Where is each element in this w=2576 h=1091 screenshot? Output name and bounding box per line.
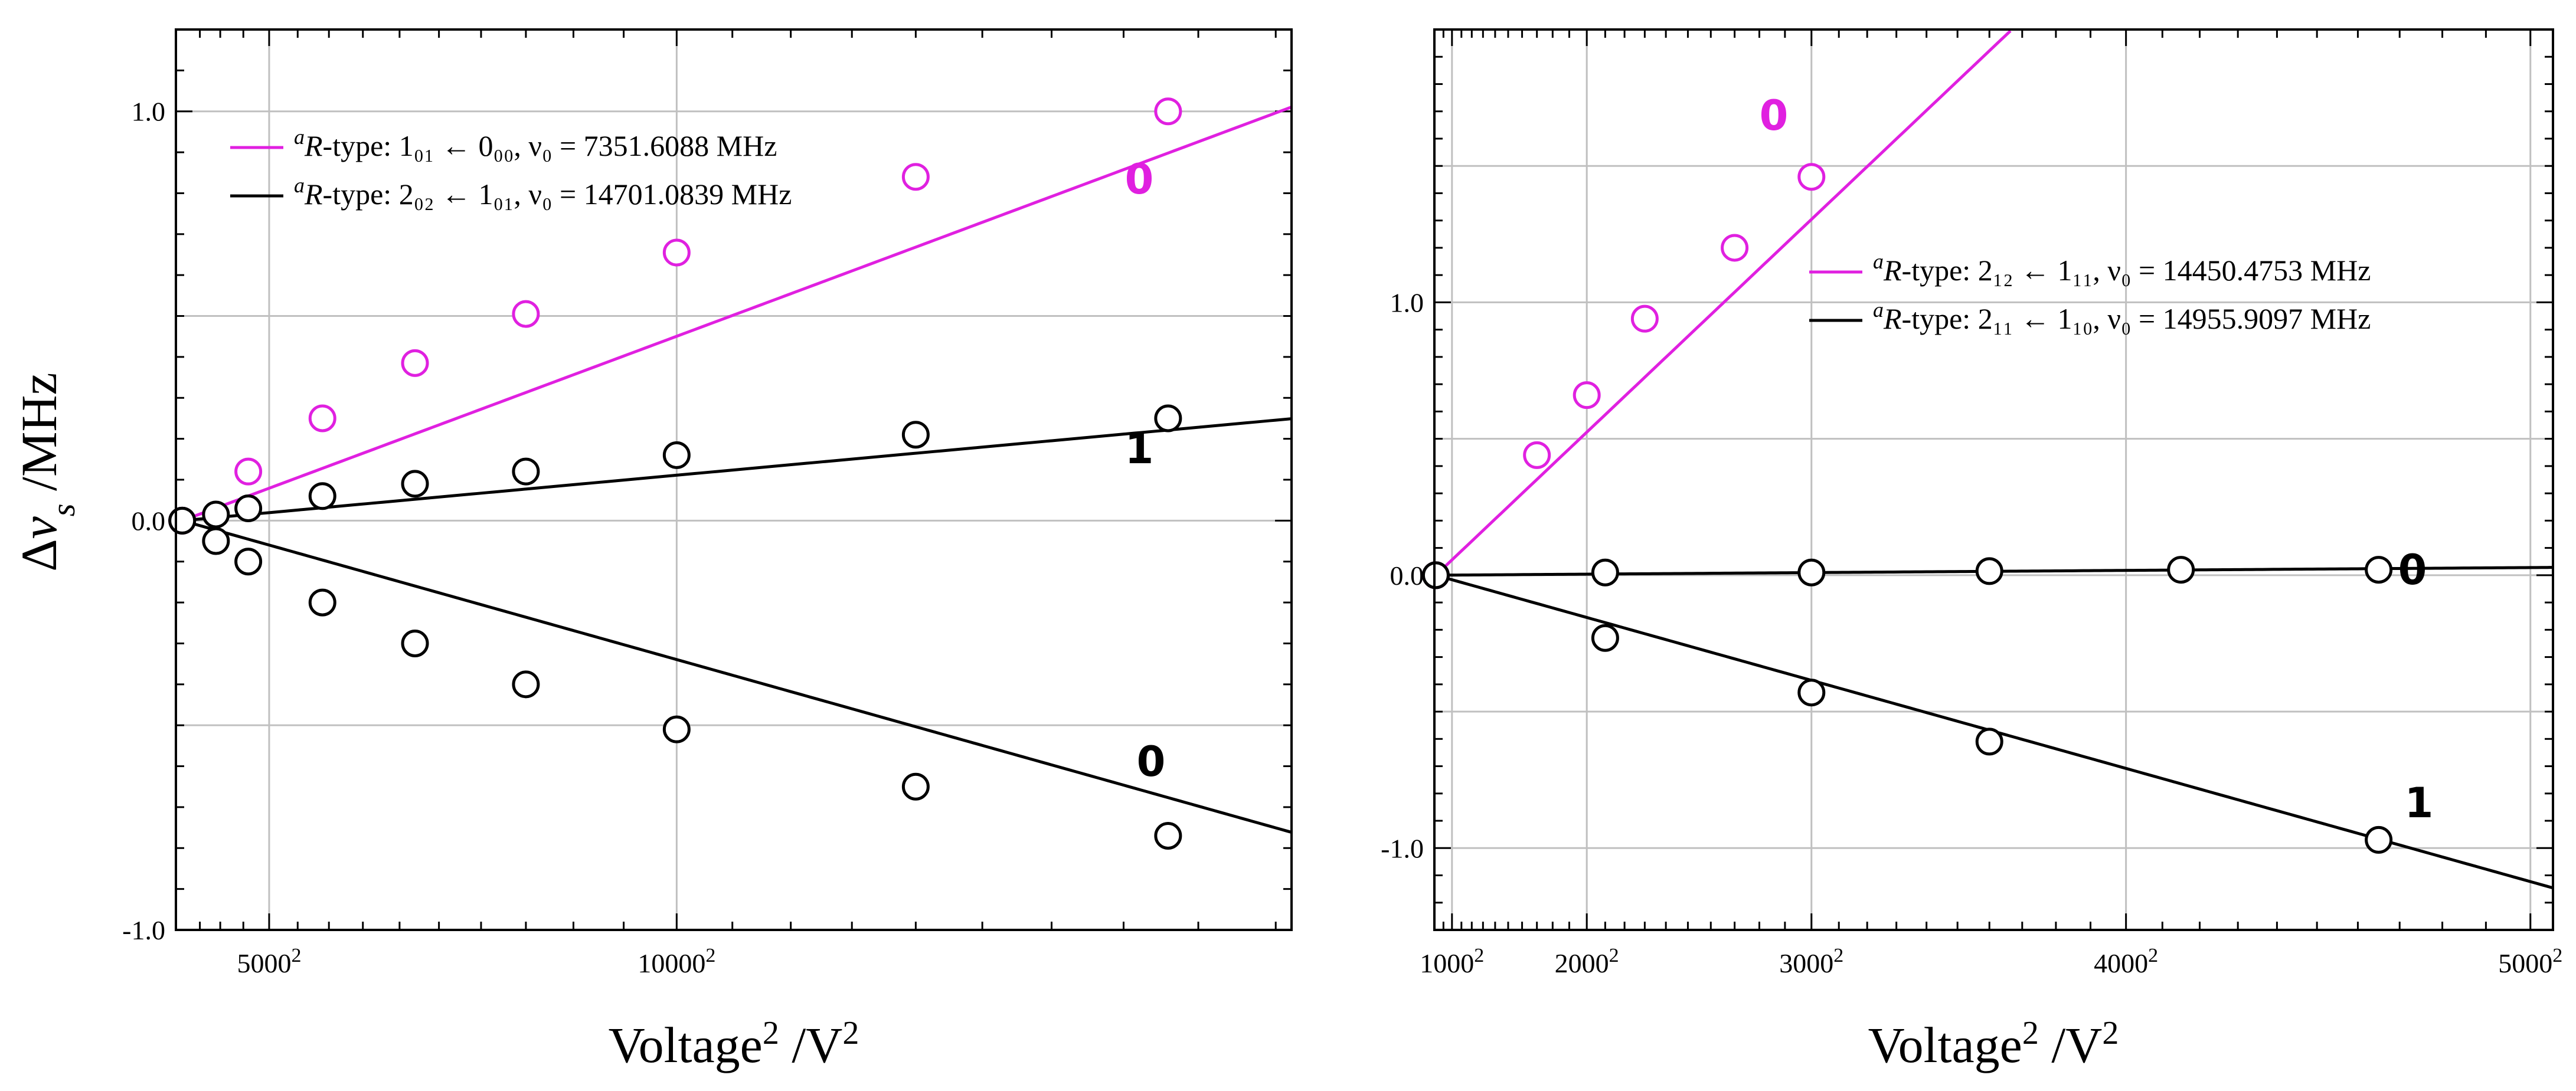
data-point	[1721, 234, 1749, 262]
data-point	[401, 470, 429, 498]
data-point	[1421, 561, 1450, 589]
data-point	[234, 548, 263, 576]
y-tick-label: -1.0	[122, 915, 165, 945]
gridlines	[176, 30, 1292, 931]
x-tick-label: 20002	[1555, 945, 1619, 979]
y-axis-title: Δνs /MHz	[11, 372, 82, 571]
data-point	[234, 457, 263, 486]
legend: aR-type: 2₁₂ ← 1₁₁, ν₀ = 14450.4753 MHz a…	[1809, 250, 2371, 335]
plot-frame	[1433, 28, 2554, 931]
series-1: 0	[1421, 30, 2012, 589]
legend-entry: aR-type: 2₀₂ ← 1₀₁, ν₀ = 14701.0839 MHz	[294, 173, 792, 211]
x-tick-label: 10002	[1420, 945, 1484, 979]
data-point	[2167, 556, 2195, 584]
data-point	[662, 441, 691, 469]
data-point	[1797, 558, 1826, 587]
gridlines	[1434, 30, 2553, 930]
fit-line	[187, 417, 1292, 522]
data-point	[512, 457, 540, 486]
data-point	[2365, 825, 2393, 854]
data-point	[512, 300, 540, 328]
series-label: 0	[2398, 546, 2427, 594]
legend-entry: aR-type: 1₀₁ ← 0₀₀, ν₀ = 7351.6088 MHz	[294, 125, 777, 162]
data-point	[901, 163, 930, 191]
data-point	[202, 527, 230, 555]
plot-frame	[175, 28, 1293, 931]
data-point	[1154, 821, 1182, 850]
series-2: 1	[168, 404, 1292, 535]
series-3: 0	[168, 506, 1292, 850]
fit-line	[1439, 30, 2012, 572]
fit-line	[187, 106, 1292, 520]
data-point	[308, 404, 336, 433]
data-point	[662, 715, 691, 743]
data-point	[1975, 728, 2003, 756]
data-point	[2365, 556, 2393, 584]
chart-panel-1: 50002 100002 -1.0 0.0 1.0 0 1 0 aR-type: 1₀₁ ← 0…	[11, 28, 1293, 1073]
legend-entry: aR-type: 2₁₂ ← 1₁₁, ν₀ = 14450.4753 MHz	[1873, 250, 2371, 287]
x-axis-title: Voltage2 /V2	[609, 1015, 859, 1073]
data-point	[168, 506, 197, 535]
y-tick-label: 1.0	[1390, 287, 1424, 317]
x-tick-label: 100002	[638, 945, 715, 979]
data-point	[1630, 304, 1659, 333]
data-point	[1154, 97, 1182, 126]
y-tick-label: 1.0	[132, 97, 166, 127]
data-point	[202, 500, 230, 529]
y-tick-label: 0.0	[132, 506, 166, 536]
data-point	[512, 670, 540, 699]
data-point	[401, 349, 429, 377]
data-point	[901, 421, 930, 449]
x-tick-label: 40002	[2094, 945, 2158, 979]
data-point	[308, 588, 336, 617]
data-point	[1797, 163, 1826, 191]
data-point	[234, 494, 263, 523]
x-tick-label: 50002	[237, 945, 301, 979]
data-point	[1573, 381, 1601, 409]
data-point	[1591, 624, 1619, 652]
data-point	[401, 629, 429, 657]
axis-ticks	[1434, 28, 2553, 931]
data-point	[1523, 441, 1551, 469]
series-label: 1	[2405, 779, 2434, 827]
series-3: 1	[1421, 561, 2554, 890]
data-point	[308, 482, 336, 510]
data-point	[1591, 558, 1619, 587]
chart-panel-2: 10002 20002 30002 40002 50002 -1.0 0.0 1.0 0 0 1 aR…	[1381, 28, 2562, 1073]
series-2: 0	[1421, 546, 2554, 594]
y-tick-label: 0.0	[1390, 561, 1424, 591]
x-tick-label: 30002	[1779, 945, 1843, 979]
x-tick-label: 50002	[2498, 945, 2562, 979]
series-label: 0	[1760, 91, 1789, 140]
series-label: 0	[1137, 738, 1166, 786]
legend: aR-type: 1₀₁ ← 0₀₀, ν₀ = 7351.6088 MHz aR…	[230, 125, 792, 211]
legend-entry: aR-type: 2₁₁ ← 1₁₀, ν₀ = 14955.9097 MHz	[1873, 298, 2371, 335]
axis-ticks	[176, 28, 1292, 931]
data-point	[1154, 404, 1182, 433]
fit-line	[187, 520, 1292, 834]
series-label: 1	[1125, 425, 1154, 473]
data-point	[662, 238, 691, 267]
y-tick-label: -1.0	[1381, 833, 1424, 863]
x-axis-title: Voltage2 /V2	[1868, 1015, 2119, 1073]
data-point	[1975, 557, 2003, 585]
data-point	[1797, 679, 1826, 707]
data-point	[901, 772, 930, 801]
series-label: 0	[1125, 155, 1154, 204]
